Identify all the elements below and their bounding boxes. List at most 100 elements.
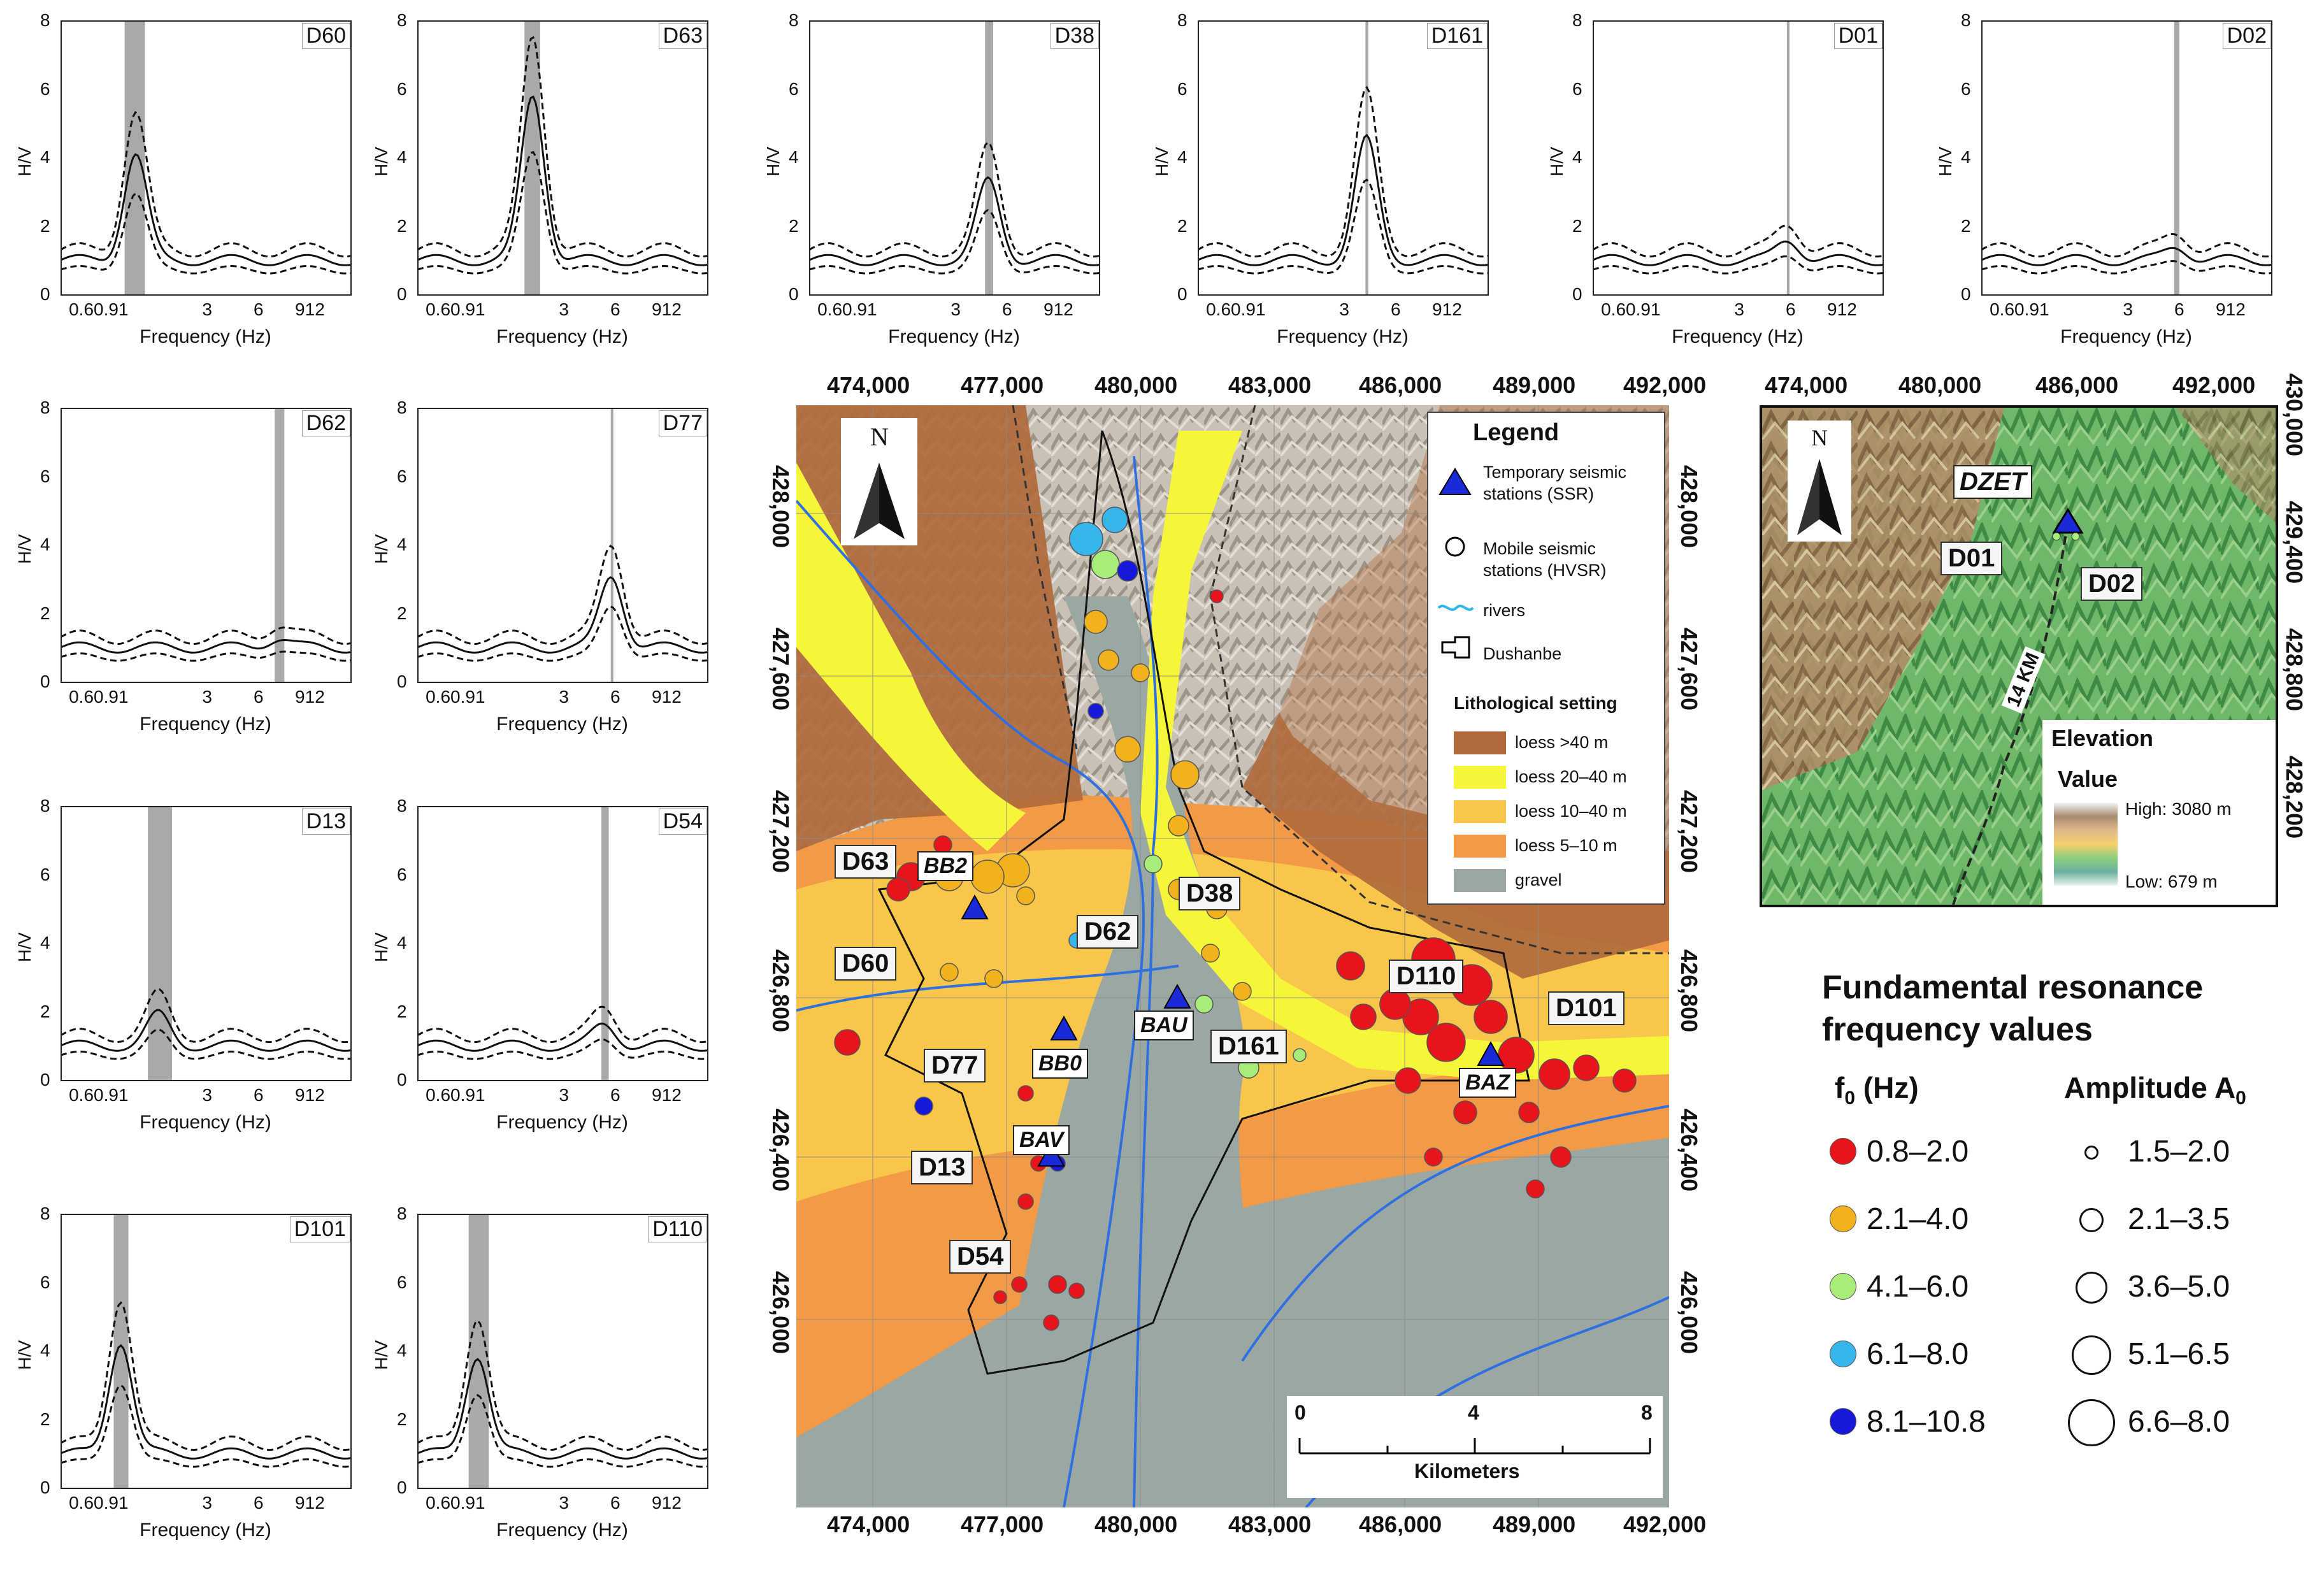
hvsr-station-marker[interactable] <box>1043 1314 1059 1331</box>
ssr-station-icon[interactable] <box>1477 1040 1505 1066</box>
f0-class-label: 4.1–6.0 <box>1867 1270 1969 1304</box>
hvsr-station-marker[interactable] <box>1550 1146 1572 1168</box>
x-axis-label: Frequency (Hz) <box>888 326 1020 347</box>
panel-label-D38: D38 <box>1050 23 1099 49</box>
hvsr-station-marker[interactable] <box>1424 1147 1443 1167</box>
panel-label-D101: D101 <box>289 1216 350 1242</box>
hvsr-station-marker[interactable] <box>914 1097 933 1116</box>
hvsr-station-marker[interactable] <box>970 859 1005 894</box>
f0-head: f <box>1835 1071 1845 1104</box>
std-curve <box>61 192 351 275</box>
hvsr-station-marker[interactable] <box>1539 1058 1570 1090</box>
hvsr-station-marker[interactable] <box>1016 886 1035 905</box>
std-curve <box>417 1038 708 1060</box>
hvsr-station-marker[interactable] <box>984 969 1003 988</box>
y-tick: 4 <box>397 535 407 554</box>
x-tick: 912 <box>652 299 682 319</box>
ssr-station-icon[interactable] <box>1163 983 1191 1009</box>
std-curve <box>61 1028 351 1060</box>
hvsr-station-marker[interactable] <box>1293 1048 1307 1062</box>
hvsr-station-marker[interactable] <box>1168 815 1189 837</box>
hvsr-station-marker[interactable] <box>1170 760 1200 789</box>
x-tick: 912 <box>652 1085 682 1105</box>
legend-rivers: rivers <box>1483 601 1525 620</box>
y-tick: 4 <box>397 1341 407 1360</box>
hvsr-station-marker[interactable] <box>1201 944 1220 963</box>
inset-x-coord: 474,000 <box>1765 372 1848 398</box>
amplitude-circle-icon <box>2084 1146 2098 1160</box>
hvsr-station-marker[interactable] <box>834 1029 861 1056</box>
y-coord-left: 426,400 <box>768 1109 794 1192</box>
hvsr-station-marker[interactable] <box>1091 550 1120 579</box>
hv-plot-D01 <box>1593 20 1884 296</box>
hvsr-station-marker[interactable] <box>1017 1085 1034 1102</box>
x-coord-bottom: 483,000 <box>1228 1511 1312 1537</box>
hvsr-station-marker[interactable] <box>886 877 910 902</box>
ssr-station-icon[interactable] <box>1050 1015 1078 1040</box>
hvsr-station-marker[interactable] <box>1084 610 1108 634</box>
std-curve <box>1981 260 2272 275</box>
f0-col-head: f0 (Hz) <box>1835 1070 1919 1109</box>
hv-plot-D38 <box>809 20 1100 296</box>
std-curve <box>1981 233 2272 258</box>
hvsr-station-marker[interactable] <box>1098 649 1119 671</box>
hvsr-station-marker[interactable] <box>940 963 959 982</box>
y-tick: 6 <box>40 466 50 486</box>
hvsr-station-marker[interactable] <box>1518 1102 1540 1123</box>
hvsr-station-marker[interactable] <box>1336 951 1365 981</box>
panel-label-D54: D54 <box>658 809 707 835</box>
hvsr-station-marker[interactable] <box>1048 1275 1067 1294</box>
hvsr-station-marker[interactable] <box>1144 854 1163 874</box>
y-tick: 8 <box>397 10 407 30</box>
mean-curve <box>809 176 1100 266</box>
hvsr-station-marker[interactable] <box>1011 1276 1028 1293</box>
scale-tick-0: 0 <box>1295 1401 1306 1424</box>
hvsr-station-marker[interactable] <box>1395 1067 1421 1094</box>
inset-y-coord: 428,800 <box>2281 628 2307 712</box>
hvsr-station-marker[interactable] <box>1131 663 1150 682</box>
hvsr-station-marker[interactable] <box>1194 995 1214 1014</box>
hvsr-station-marker[interactable] <box>1474 1000 1508 1034</box>
label-D77: D77 <box>924 1049 986 1082</box>
hvsr-station-marker[interactable] <box>1612 1068 1637 1093</box>
y-tick: 2 <box>40 1001 50 1021</box>
y-tick: 4 <box>1961 147 1971 167</box>
x-coord-top: 477,000 <box>961 372 1044 398</box>
label-D62: D62 <box>1077 915 1139 949</box>
y-tick: 8 <box>40 1204 50 1223</box>
hvsr-station-marker[interactable] <box>1426 1023 1466 1062</box>
x-axis-label: Frequency (Hz) <box>2060 326 2192 347</box>
hvsr-station-marker[interactable] <box>1379 988 1411 1020</box>
x-tick: 6 <box>610 1085 620 1105</box>
hvsr-station-marker[interactable] <box>1114 736 1141 763</box>
hvsr-station-marker[interactable] <box>1117 560 1138 582</box>
y-coord-right: 426,400 <box>1676 1109 1702 1192</box>
hvsr-station-marker[interactable] <box>1210 589 1224 603</box>
x-tick: 0.60.91 <box>426 299 485 319</box>
ssr-station-icon[interactable] <box>961 894 989 919</box>
std-curve <box>417 36 708 258</box>
hvsr-station-marker[interactable] <box>1453 1100 1477 1125</box>
hvsr-station-marker[interactable] <box>1017 1193 1034 1210</box>
peak-band <box>124 20 145 294</box>
hvsr-station-marker[interactable] <box>1068 1283 1085 1299</box>
x-coord-bottom: 480,000 <box>1094 1511 1178 1537</box>
x-axis-label: Frequency (Hz) <box>1672 326 1804 347</box>
hvsr-station-marker[interactable] <box>993 1290 1007 1304</box>
hvsr-station-marker[interactable] <box>1350 1003 1377 1030</box>
y-axis-label: H/V <box>1152 147 1172 176</box>
hvsr-station-marker[interactable] <box>1573 1054 1600 1081</box>
hvsr-station-marker[interactable] <box>1087 703 1104 719</box>
hvsr-station-marker[interactable] <box>1101 507 1128 533</box>
hvsr-station-marker[interactable] <box>1526 1179 1545 1198</box>
inset-north-arrow: N <box>1788 421 1851 542</box>
x-coord-bottom: 492,000 <box>1623 1511 1707 1537</box>
std-curve <box>61 988 351 1044</box>
hvsr-station-marker[interactable] <box>1069 522 1103 556</box>
hvsr-station-marker[interactable] <box>1233 982 1252 1001</box>
peak-band <box>985 20 994 294</box>
amplitude-class-label: 2.1–3.5 <box>2128 1202 2230 1236</box>
y-tick: 0 <box>40 1478 50 1497</box>
litho-swatch <box>1454 869 1506 892</box>
amp-head-sub: 0 <box>2235 1088 2246 1109</box>
